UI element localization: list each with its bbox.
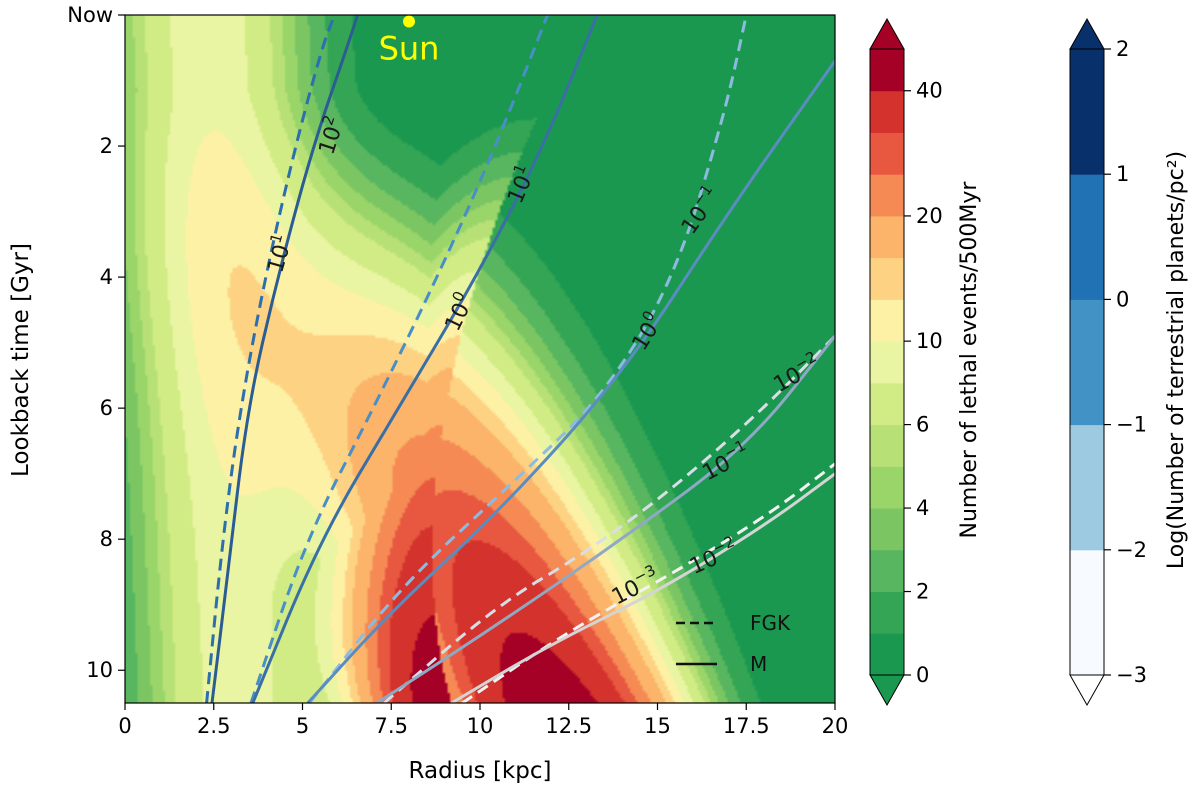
colorbar-segment bbox=[1070, 49, 1104, 175]
colorbar-tick-label: 6 bbox=[916, 413, 929, 437]
colorbar-under-arrow bbox=[869, 674, 905, 707]
colorbar-tick-label: −3 bbox=[1116, 663, 1147, 687]
colorbar-segment bbox=[870, 341, 904, 384]
x-axis: 0 2.5 5 7.5 10 12.5 15 17.5 20 bbox=[118, 703, 848, 738]
contour-m-10^0 bbox=[251, 15, 599, 703]
contour-fgk-10^-2 bbox=[383, 335, 835, 703]
y-tick-label: 4 bbox=[100, 265, 113, 289]
heatmap-layer bbox=[125, 15, 835, 703]
legend-fgk-label: FGK bbox=[750, 611, 791, 635]
x-tick-label: 15 bbox=[644, 714, 671, 738]
colorbar-frame bbox=[869, 48, 905, 676]
y-axis: Now 2 4 6 8 10 bbox=[67, 3, 125, 682]
y-tick-label: 10 bbox=[86, 658, 113, 682]
colorbar-segment bbox=[870, 90, 904, 133]
colorbar-segment bbox=[870, 174, 904, 217]
colorbar-segment bbox=[1070, 174, 1104, 300]
y-tick-label: Now bbox=[67, 3, 113, 27]
x-tick-label: 2.5 bbox=[197, 714, 230, 738]
legend: FGK M bbox=[676, 611, 791, 676]
x-tick-label: 7.5 bbox=[375, 714, 408, 738]
colorbar-segment bbox=[870, 466, 904, 509]
contour-m-10^-1 bbox=[306, 60, 835, 703]
contour-fgk-10^0 bbox=[249, 15, 549, 703]
x-tick-label: 17.5 bbox=[723, 714, 770, 738]
sun-marker: Sun bbox=[379, 15, 440, 68]
contour-fgk-10^-3 bbox=[461, 462, 835, 703]
colorbar-frame bbox=[1069, 48, 1105, 676]
colorbar-segment bbox=[870, 633, 904, 676]
colorbar-tick-label: 2 bbox=[1116, 37, 1129, 61]
colorbar-tick-label: 1 bbox=[1116, 162, 1129, 186]
colorbar-segment bbox=[870, 591, 904, 634]
contour-m-10^2 bbox=[210, 15, 359, 703]
colorbar-tick-label: 20 bbox=[916, 204, 943, 228]
colorbar-over-arrow bbox=[869, 17, 905, 50]
x-tick-label: 12.5 bbox=[545, 714, 592, 738]
colorbar-segment bbox=[870, 132, 904, 175]
colorbar-segment bbox=[870, 549, 904, 593]
x-tick-label: 10 bbox=[467, 714, 494, 738]
contour-m-10^-3 bbox=[450, 472, 835, 703]
colorbar-tick-label: −1 bbox=[1116, 413, 1147, 437]
lethal-events-colorbar: 0 2 4 6 10 20 40 bbox=[869, 17, 943, 707]
sun-label: Sun bbox=[379, 30, 440, 68]
colorbar-tick-label: 0 bbox=[1116, 287, 1129, 311]
colorbar-tick-label: −2 bbox=[1116, 538, 1147, 562]
colorbar-tick-label: 0 bbox=[916, 663, 929, 687]
colorbar-segment bbox=[870, 49, 904, 92]
colorbar-segment bbox=[1070, 549, 1104, 676]
colorbar-segment bbox=[870, 382, 904, 426]
colorbar-segment bbox=[1070, 299, 1104, 426]
y-axis-label: Lookback time [Gyr] bbox=[8, 243, 34, 477]
lethal-events-heatmap bbox=[125, 15, 835, 703]
colorbar-segment bbox=[870, 215, 904, 259]
y-tick-label: 8 bbox=[100, 527, 113, 551]
legend-m-label: M bbox=[750, 652, 767, 676]
y-tick-label: 2 bbox=[100, 134, 113, 158]
x-tick-label: 20 bbox=[822, 714, 849, 738]
y-tick-label: 6 bbox=[100, 396, 113, 420]
colorbar-segment bbox=[1070, 424, 1104, 551]
planet-colorbar-label: Log(Number of terrestrial planets/pc²) bbox=[1164, 151, 1189, 569]
colorbar-segment bbox=[870, 424, 904, 467]
contour-m-10^-2 bbox=[376, 335, 835, 703]
x-axis-label: Radius [kpc] bbox=[409, 758, 552, 784]
planet-density-colorbar: −3 −2 −1 0 1 2 bbox=[1069, 17, 1147, 707]
sun-dot bbox=[403, 15, 415, 28]
colorbar-segment bbox=[870, 257, 904, 300]
x-tick-label: 0 bbox=[118, 714, 131, 738]
colorbar-tick-label: 2 bbox=[916, 580, 929, 604]
contour-fgk-10^2 bbox=[205, 15, 336, 703]
colorbar-segment bbox=[870, 299, 904, 342]
planet-density-contours bbox=[205, 15, 835, 703]
colorbar-tick-label: 10 bbox=[916, 329, 943, 353]
lethal-colorbar-label: Number of lethal events/500Myr bbox=[957, 181, 982, 539]
colorbar-segment bbox=[870, 508, 904, 551]
colorbar-over-arrow bbox=[1069, 17, 1105, 50]
colorbar-tick-label: 40 bbox=[916, 79, 943, 103]
x-tick-label: 5 bbox=[296, 714, 309, 738]
colorbar-under-arrow bbox=[1069, 674, 1105, 707]
contour-fgk-10^-1 bbox=[308, 15, 748, 703]
colorbar-tick-label: 4 bbox=[916, 496, 929, 520]
